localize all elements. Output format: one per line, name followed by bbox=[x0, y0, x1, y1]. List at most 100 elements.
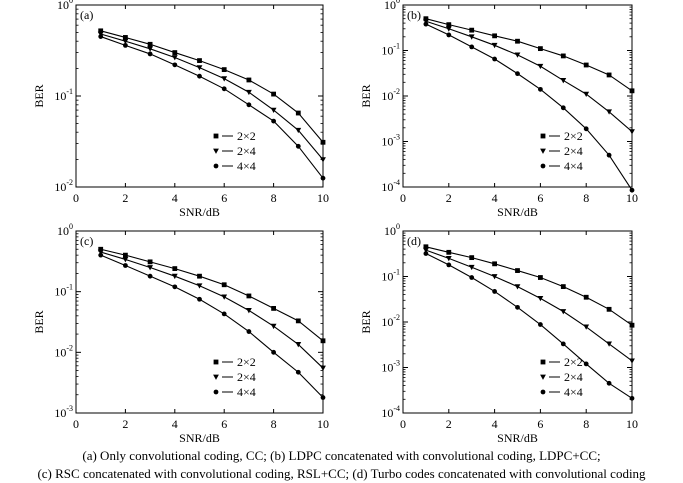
panel-d-series-3-point bbox=[583, 361, 589, 367]
panel-b-legend-marker bbox=[540, 133, 546, 139]
panel-c-y-tick-exponent: -1 bbox=[66, 283, 73, 292]
panel-b-series-1-point bbox=[606, 72, 612, 78]
panel-c-y-tick-label: 10-1 bbox=[54, 283, 73, 299]
panel-d-legend-label: 2×4 bbox=[564, 370, 583, 384]
panel-c-y-tick-label: 10-2 bbox=[54, 343, 73, 359]
panel-b-series-1-line bbox=[425, 18, 633, 92]
ber-figure: 0 2 4 6 8 1010-210-1100SNR/dBBER(a)2×22×44×40… bbox=[32, 0, 638, 445]
panel-b-y-tick-label: 10-3 bbox=[381, 133, 400, 149]
panel-b-y-tick-exponent: -4 bbox=[393, 178, 400, 187]
panel-d-y-tick-exponent: -2 bbox=[393, 313, 400, 322]
panel-c-series-3-point bbox=[98, 252, 104, 258]
panel-a-series-2-point bbox=[122, 38, 129, 45]
panel-b-y-tick-label: 10-2 bbox=[381, 87, 400, 103]
panel-b-series-1-point bbox=[492, 33, 497, 39]
panel-b-x-axis-title: SNR/dB bbox=[497, 205, 538, 219]
panel-c-series-2-point bbox=[320, 365, 326, 371]
panel-a-series-2-point bbox=[246, 89, 252, 96]
panel-d-series-1-point bbox=[446, 249, 452, 255]
panel-d-frame bbox=[402, 230, 633, 414]
panel-a-y-tick-exponent: -2 bbox=[66, 178, 73, 187]
panel-d-series-2-point bbox=[468, 264, 475, 271]
panel-b-series-3-point bbox=[606, 152, 612, 158]
panel-a-series-2-point bbox=[171, 55, 178, 61]
panel-b-series-1-point bbox=[423, 16, 429, 22]
panel-b-y-tick-label: 100 bbox=[384, 0, 400, 12]
panel-a-series-1-point bbox=[271, 91, 276, 97]
panel-b-y-tick-base: 10 bbox=[381, 135, 393, 149]
panel-b-y-tick-label: 10-1 bbox=[381, 42, 400, 58]
panel-d-series-3-point bbox=[560, 341, 566, 347]
panel-b-series-3-point bbox=[560, 105, 566, 111]
panel-c-series-3-line bbox=[100, 254, 324, 398]
panel-d-y-axis-title: BER bbox=[359, 310, 373, 333]
panel-d-y-tick-exponent: -1 bbox=[393, 268, 400, 277]
panel-c-series-3-point bbox=[271, 349, 276, 355]
panel-d-series-3-line bbox=[425, 253, 633, 399]
panel-a-series-1-point bbox=[246, 77, 252, 83]
panel-c-series-3-point bbox=[123, 263, 128, 268]
panel-a-series-2-point bbox=[221, 76, 228, 82]
panel-d-x-tick-label: 4 bbox=[492, 417, 498, 431]
panel-d-series-1-point bbox=[515, 268, 520, 273]
panel-b-series-3-point bbox=[492, 56, 497, 62]
panel-c-series-3-point bbox=[320, 395, 326, 400]
panel-a-series-1-point bbox=[320, 139, 326, 145]
panel-a-series-2-point bbox=[270, 107, 277, 113]
panel-a-legend-marker bbox=[213, 163, 219, 169]
panel-d-legend-marker bbox=[540, 389, 546, 395]
panel-c-y-tick-base: 10 bbox=[54, 345, 66, 359]
panel-c-series-1-point bbox=[197, 273, 202, 279]
panel-b-series-2-point bbox=[606, 109, 612, 115]
panel-d-y-tick-label: 10-3 bbox=[381, 359, 400, 375]
panel-b-series-2-line bbox=[425, 20, 633, 133]
panel-a-series-2-point bbox=[295, 127, 302, 134]
panel-d-series-3-point bbox=[515, 304, 520, 310]
panel-b-series-2-point bbox=[514, 52, 521, 58]
panel-c-label: (c) bbox=[80, 234, 93, 248]
panel-c-y-tick-exponent: -3 bbox=[66, 404, 73, 413]
panel-a-series-3-point bbox=[320, 175, 326, 181]
panel-b-x-tick-label: 2 bbox=[446, 191, 452, 205]
panel-b-series-2-point bbox=[629, 129, 635, 135]
panel-c-series-1-point bbox=[221, 282, 227, 288]
panel-b-y-tick-base: 10 bbox=[384, 0, 396, 12]
panel-b-x-tick-label: 0 bbox=[400, 191, 406, 205]
panel-c-x-tick-label: 0 bbox=[73, 417, 79, 431]
panel-b-label: (b) bbox=[407, 8, 421, 22]
panel-a-series-3-point bbox=[271, 118, 276, 124]
panel-a-y-axis-title: BER bbox=[32, 84, 46, 107]
panel-d-series-3-point bbox=[492, 289, 497, 294]
panel-d-series-2-point bbox=[606, 341, 612, 347]
panel-c-y-tick-label: 10-3 bbox=[54, 404, 73, 420]
panel-b-series-3-line bbox=[425, 23, 633, 191]
panel-d-y-tick-label: 10-2 bbox=[381, 313, 400, 329]
panel-c-series-3-point bbox=[246, 329, 252, 334]
panel-d-series-1-point bbox=[492, 261, 497, 267]
panel-c-series-2-point bbox=[97, 249, 104, 255]
panel-b-y-tick-base: 10 bbox=[381, 44, 393, 58]
panel-b-y-tick-base: 10 bbox=[381, 89, 393, 103]
panel-a-series-1-point bbox=[221, 67, 227, 73]
panel-d-series-3-point bbox=[446, 262, 452, 268]
panel-c-series-3-point bbox=[295, 369, 301, 375]
panel-c-legend-marker bbox=[213, 359, 219, 365]
panel-a-series-1-point bbox=[98, 28, 104, 34]
panel-a-series-1-point bbox=[123, 35, 128, 40]
panel-b-series-1-point bbox=[515, 38, 520, 44]
panel-c-series-3-point bbox=[221, 311, 227, 317]
panel-b-group: 0 2 4 6 8 1010-410-310-210-1100SNR/dBBER(b)2×… bbox=[359, 0, 638, 219]
panel-c-series-2-point bbox=[122, 257, 129, 263]
panel-b-y-tick-exponent: 0 bbox=[396, 0, 400, 5]
panel-b-x-tick-label: 4 bbox=[492, 191, 498, 205]
panel-d-label: (d) bbox=[407, 234, 421, 248]
panel-d-y-tick-label: 10-1 bbox=[381, 268, 400, 284]
panel-d-x-axis-title: SNR/dB bbox=[497, 431, 538, 445]
panel-a-series-3-point bbox=[295, 143, 301, 149]
panel-a-x-tick-label: 2 bbox=[122, 191, 128, 205]
panel-b-series-1-point bbox=[560, 53, 566, 59]
panel-a-series-3-point bbox=[123, 42, 128, 48]
panel-a-y-tick-label: 10-1 bbox=[54, 87, 73, 103]
panel-a-series-3-line bbox=[100, 36, 324, 179]
